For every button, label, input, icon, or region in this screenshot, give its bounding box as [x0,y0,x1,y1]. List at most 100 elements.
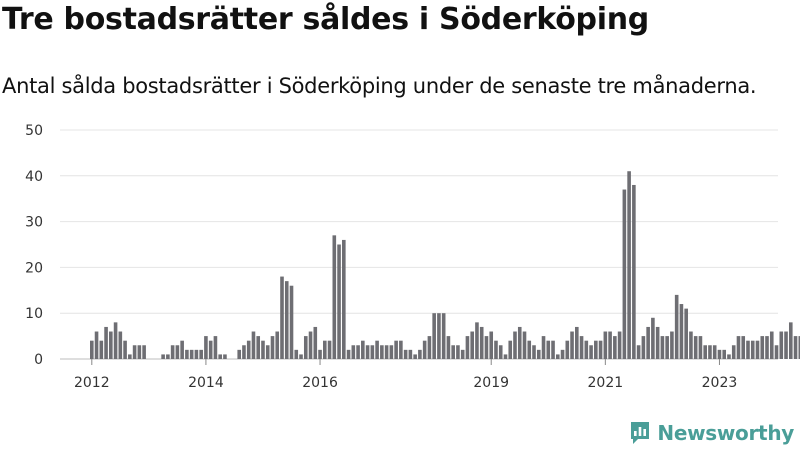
y-tick-label: 50 [25,123,43,139]
bar [765,336,769,359]
bar [361,340,365,359]
y-tick-label: 10 [25,306,43,322]
bar [617,331,622,359]
bar [351,345,356,359]
bar [218,354,222,359]
bar [774,345,779,359]
bar [579,336,584,359]
bar [498,345,503,359]
bar [270,336,275,359]
x-tick-label: 2016 [302,375,338,391]
bar [798,336,800,359]
bar [622,189,627,359]
bar [693,336,698,359]
bar [575,326,579,359]
bar [465,336,470,359]
brand-name: Newsworthy [657,421,794,445]
bar [717,349,722,359]
bar [399,340,403,359]
x-tick-label: 2023 [702,375,738,391]
x-tick-label: 2014 [188,375,224,391]
bar [708,345,712,359]
bar [432,313,436,359]
bar [356,345,360,359]
bar [646,326,650,359]
bar [560,349,565,359]
bar [280,276,284,359]
bar [327,340,332,359]
bar [313,326,318,359]
bar [118,331,123,359]
gridlines [60,129,778,360]
bar [199,349,203,359]
bar [522,331,527,359]
bar [665,336,669,359]
bar [494,340,498,359]
bar [223,354,227,359]
bar [484,336,489,359]
y-tick-label: 30 [25,215,43,231]
bars [90,171,800,359]
bar [627,171,631,359]
bar [289,285,294,359]
bar [451,345,455,359]
bar [418,349,422,359]
bar [750,340,755,359]
bar [275,331,280,359]
bar [584,340,589,359]
bar [175,345,180,359]
bar [422,340,427,359]
bar [784,331,788,359]
x-tick-label: 2012 [74,375,110,391]
bar [113,322,118,359]
bar [142,345,146,359]
bar [508,340,513,359]
bar [527,340,532,359]
bar [303,336,308,359]
bar [769,331,774,359]
bar [256,336,261,359]
bar [674,294,679,359]
bar [375,340,379,359]
bar [389,345,394,359]
bar [517,326,522,359]
bar [284,281,289,359]
bar [760,336,765,359]
bar [137,345,142,359]
bar [380,345,384,359]
bar [679,304,684,359]
bar [446,336,451,359]
x-tick-label: 2021 [588,375,624,391]
bar [703,345,707,359]
bar [204,336,208,359]
bar [555,354,560,359]
bar [589,345,593,359]
bar [755,340,760,359]
bar [261,340,265,359]
bar [337,244,341,359]
bar [299,354,303,359]
bar [413,354,417,359]
y-tick-label: 20 [25,260,43,276]
bar [741,336,746,359]
bar [598,340,603,359]
bar [109,331,113,359]
bar [746,340,750,359]
bar [189,349,194,359]
bar [565,340,570,359]
bar [132,345,137,359]
bar [94,331,99,359]
newsworthy-logo[interactable]: Newsworthy [629,420,794,446]
bar [251,331,256,359]
bar [456,345,460,359]
bar [698,336,703,359]
bar [779,331,784,359]
bar [90,340,94,359]
bar [185,349,189,359]
bar [99,340,104,359]
bar [123,340,127,359]
x-tick-label: 2019 [473,375,509,391]
bar [536,349,541,359]
bar [489,331,494,359]
